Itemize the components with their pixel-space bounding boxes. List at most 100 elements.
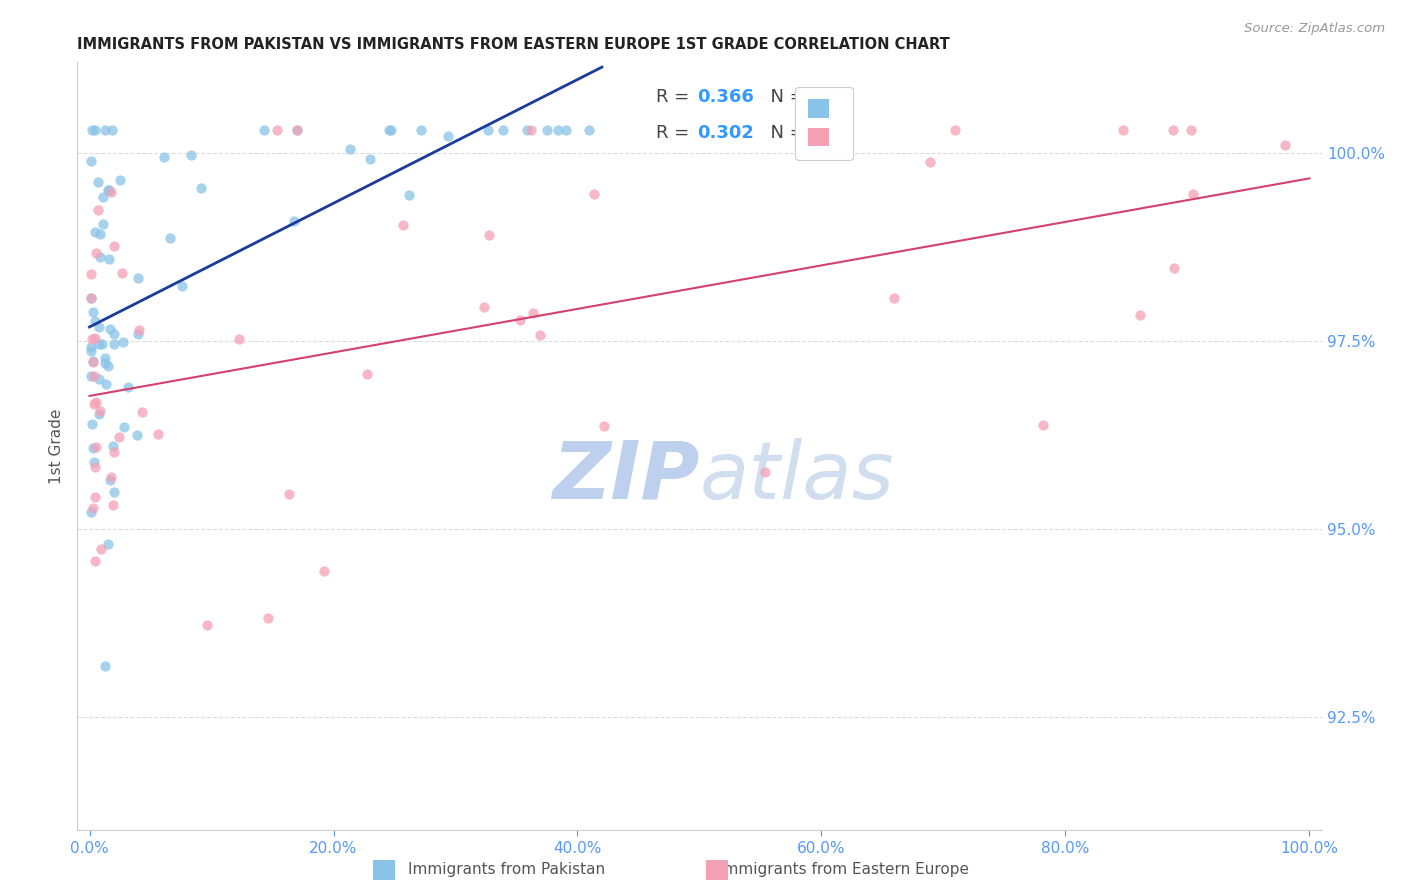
Point [86,202,108,217]
Point [257,610,280,624]
Point [91,217,114,231]
Point [127,428,149,442]
Point [377,123,399,137]
Text: 71: 71 [803,88,828,106]
Point [117,380,139,394]
Point [1163,260,1185,275]
Point [89,407,111,421]
Point [146,427,169,442]
Point [84,225,107,239]
Point [195,618,218,632]
Point [547,123,569,137]
Text: Source: ZipAtlas.com: Source: ZipAtlas.com [1244,22,1385,36]
Point [87,371,110,385]
Point [356,368,378,382]
Point [111,335,134,350]
Point [100,470,122,484]
Point [478,228,501,243]
Point [84,314,107,328]
Point [153,150,176,164]
Point [89,404,111,418]
Text: R =: R = [657,124,695,142]
Text: N =: N = [759,88,811,106]
Point [943,123,966,137]
Point [84,330,107,344]
Legend: , : , [794,87,853,160]
Point [1163,123,1185,137]
Point [82,354,104,368]
Point [477,123,499,137]
Point [409,123,432,137]
Point [89,227,111,241]
Point [287,123,309,137]
Point [112,420,135,434]
Point [883,291,905,305]
Point [80,154,103,169]
Point [285,123,308,137]
Point [82,442,104,456]
Y-axis label: 1st Grade: 1st Grade [49,409,65,483]
Point [170,279,193,293]
Point [90,542,112,557]
Point [359,153,381,167]
Point [83,123,105,137]
Point [920,154,942,169]
Point [82,417,104,432]
Point [80,343,103,358]
Point [101,123,124,137]
Point [522,306,544,320]
Point [266,123,288,137]
Point [98,322,121,336]
Point [98,474,121,488]
Point [82,305,104,319]
Point [94,356,117,370]
Point [80,505,103,519]
Text: 0.302: 0.302 [697,124,754,142]
Point [392,218,415,232]
Point [180,148,202,162]
Text: Immigrants from Eastern Europe: Immigrants from Eastern Europe [718,863,969,877]
Point [87,320,110,334]
Point [127,271,149,285]
Point [83,455,105,469]
Point [103,498,125,512]
Point [1181,187,1204,202]
Point [97,184,120,198]
Point [1180,123,1202,137]
Point [436,129,458,144]
Point [253,123,276,137]
Point [80,267,103,281]
Point [94,659,117,673]
Text: ZIP: ZIP [553,438,700,516]
Point [86,440,108,454]
Point [103,337,125,351]
Point [101,439,124,453]
Point [83,396,105,410]
Point [82,123,104,137]
Point [492,123,515,137]
Point [1032,418,1054,433]
Point [94,351,117,366]
Point [82,355,104,369]
Point [1111,123,1133,137]
Point [555,123,578,137]
Text: atlas: atlas [700,438,894,516]
Point [107,430,129,444]
Point [278,487,301,501]
Point [84,491,107,505]
Text: R =: R = [657,88,695,106]
Point [127,327,149,342]
Point [100,185,122,199]
Point [592,419,614,434]
Point [228,332,250,346]
Point [103,485,125,500]
Point [283,214,305,228]
Point [1274,138,1296,153]
Point [190,180,212,194]
Point [128,323,150,337]
Point [80,291,103,305]
Point [83,369,105,384]
Point [583,187,606,202]
Point [754,466,776,480]
Point [97,359,120,374]
